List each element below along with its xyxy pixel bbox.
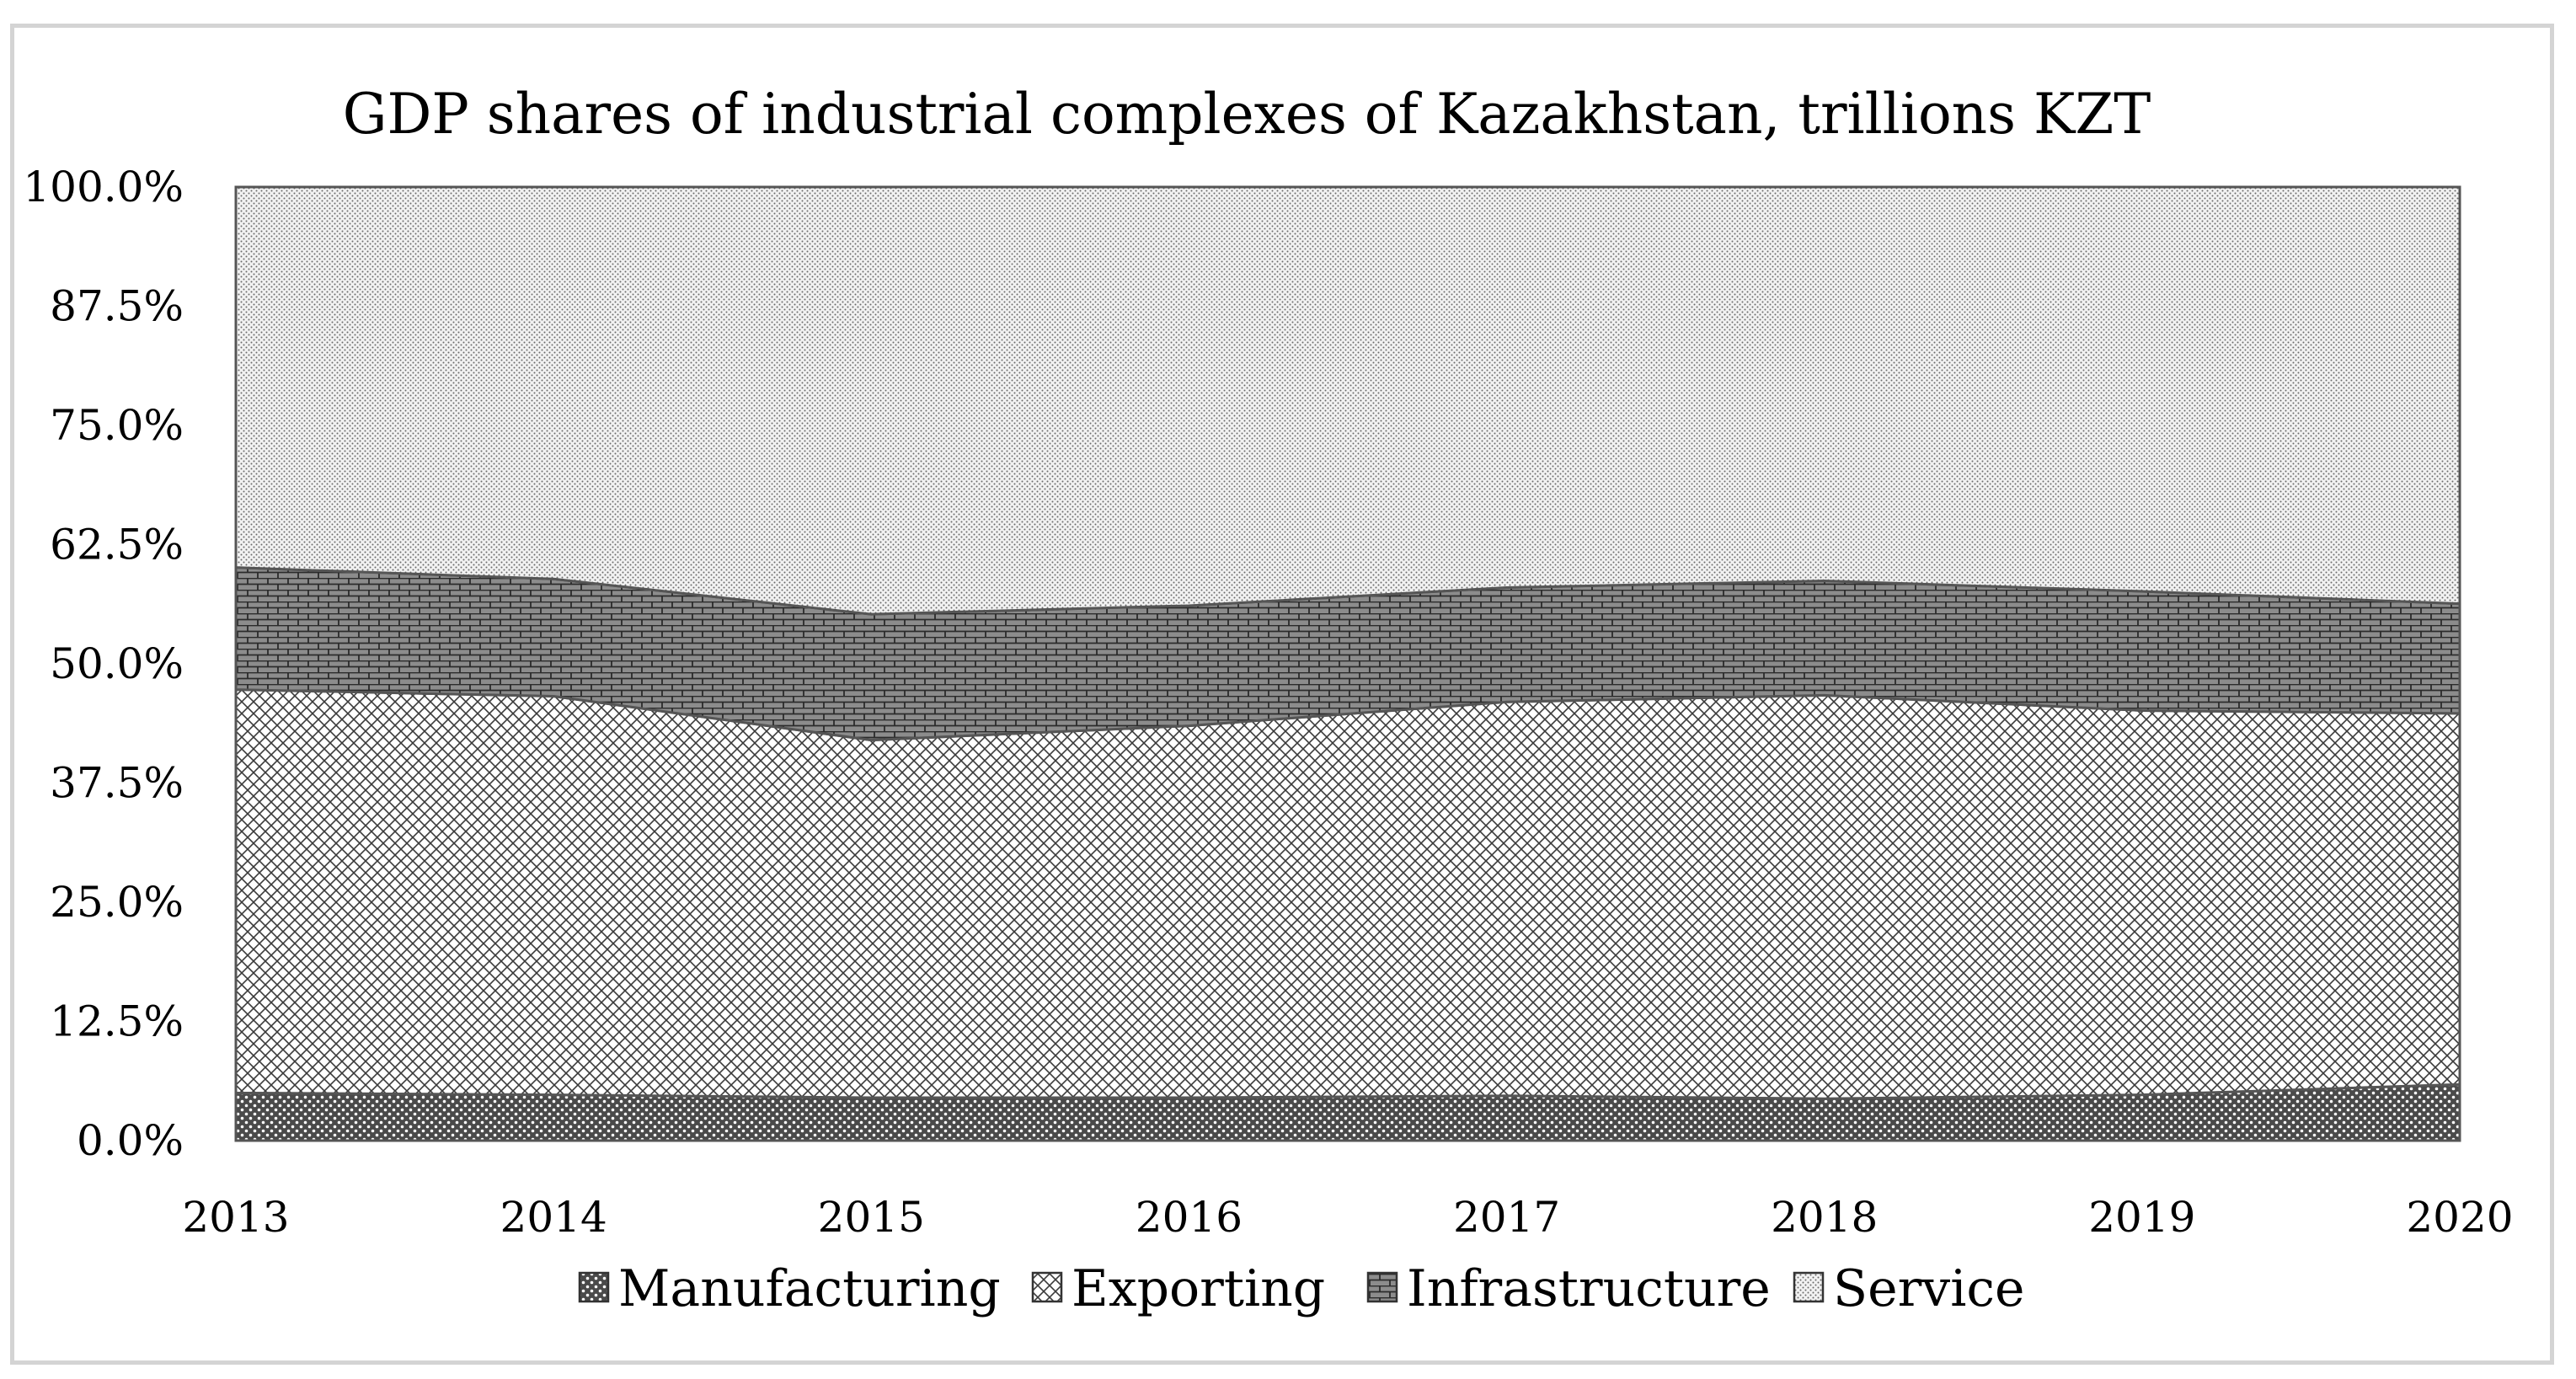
x-tick-label: 2014 [500,1193,607,1242]
y-tick-label: 62.5% [50,521,184,569]
x-tick-label: 2017 [1453,1193,1560,1242]
x-tick-label: 2018 [1771,1193,1878,1242]
area-exporting [234,688,2461,1100]
x-tick-label: 2016 [1136,1193,1243,1242]
y-tick-label: 0.0% [77,1116,184,1165]
y-tick-label: 12.5% [50,997,184,1046]
legend-label: Service [1833,1259,2025,1318]
legend-swatch [1793,1271,1825,1303]
x-tick-label: 2019 [2088,1193,2195,1242]
legend-item-infrastructure: Infrastructure [1366,1259,1771,1318]
legend-label: Manufacturing [618,1259,1001,1318]
y-tick-label: 75.0% [50,401,184,450]
area-layers [234,185,2461,1142]
x-axis-ticks: 2013 2014 2015 2016 2017 2018 2019 2020 [182,1193,2513,1242]
legend-item-manufacturing: Manufacturing [578,1259,1001,1318]
plot-area-border [234,185,2461,1142]
y-tick-label: 37.5% [50,759,184,808]
legend: Manufacturing Exporting Infrastructure Serv… [578,1259,2025,1318]
x-tick-label: 2015 [818,1193,925,1242]
legend-swatch [1031,1271,1063,1303]
legend-label: Infrastructure [1407,1259,1771,1318]
y-tick-label: 25.0% [50,878,184,927]
y-tick-label: 50.0% [50,639,184,688]
y-tick-label: 87.5% [50,282,184,331]
legend-label: Exporting [1072,1259,1325,1318]
y-axis-ticks: 0.0% 12.5% 25.0% 37.5% 50.0% 62.5% 75.0% 87.5% 1… [23,163,184,1165]
legend-swatch [578,1271,610,1303]
legend-swatch [1366,1271,1398,1303]
y-tick-label: 100.0% [23,163,184,211]
chart-title: GDP shares of industrial complexes of Ka… [343,82,2151,147]
x-tick-label: 2020 [2406,1193,2513,1242]
legend-item-service: Service [1793,1259,2025,1318]
legend-item-exporting: Exporting [1031,1259,1325,1318]
area-service [234,185,2461,616]
x-tick-label: 2013 [182,1193,289,1242]
